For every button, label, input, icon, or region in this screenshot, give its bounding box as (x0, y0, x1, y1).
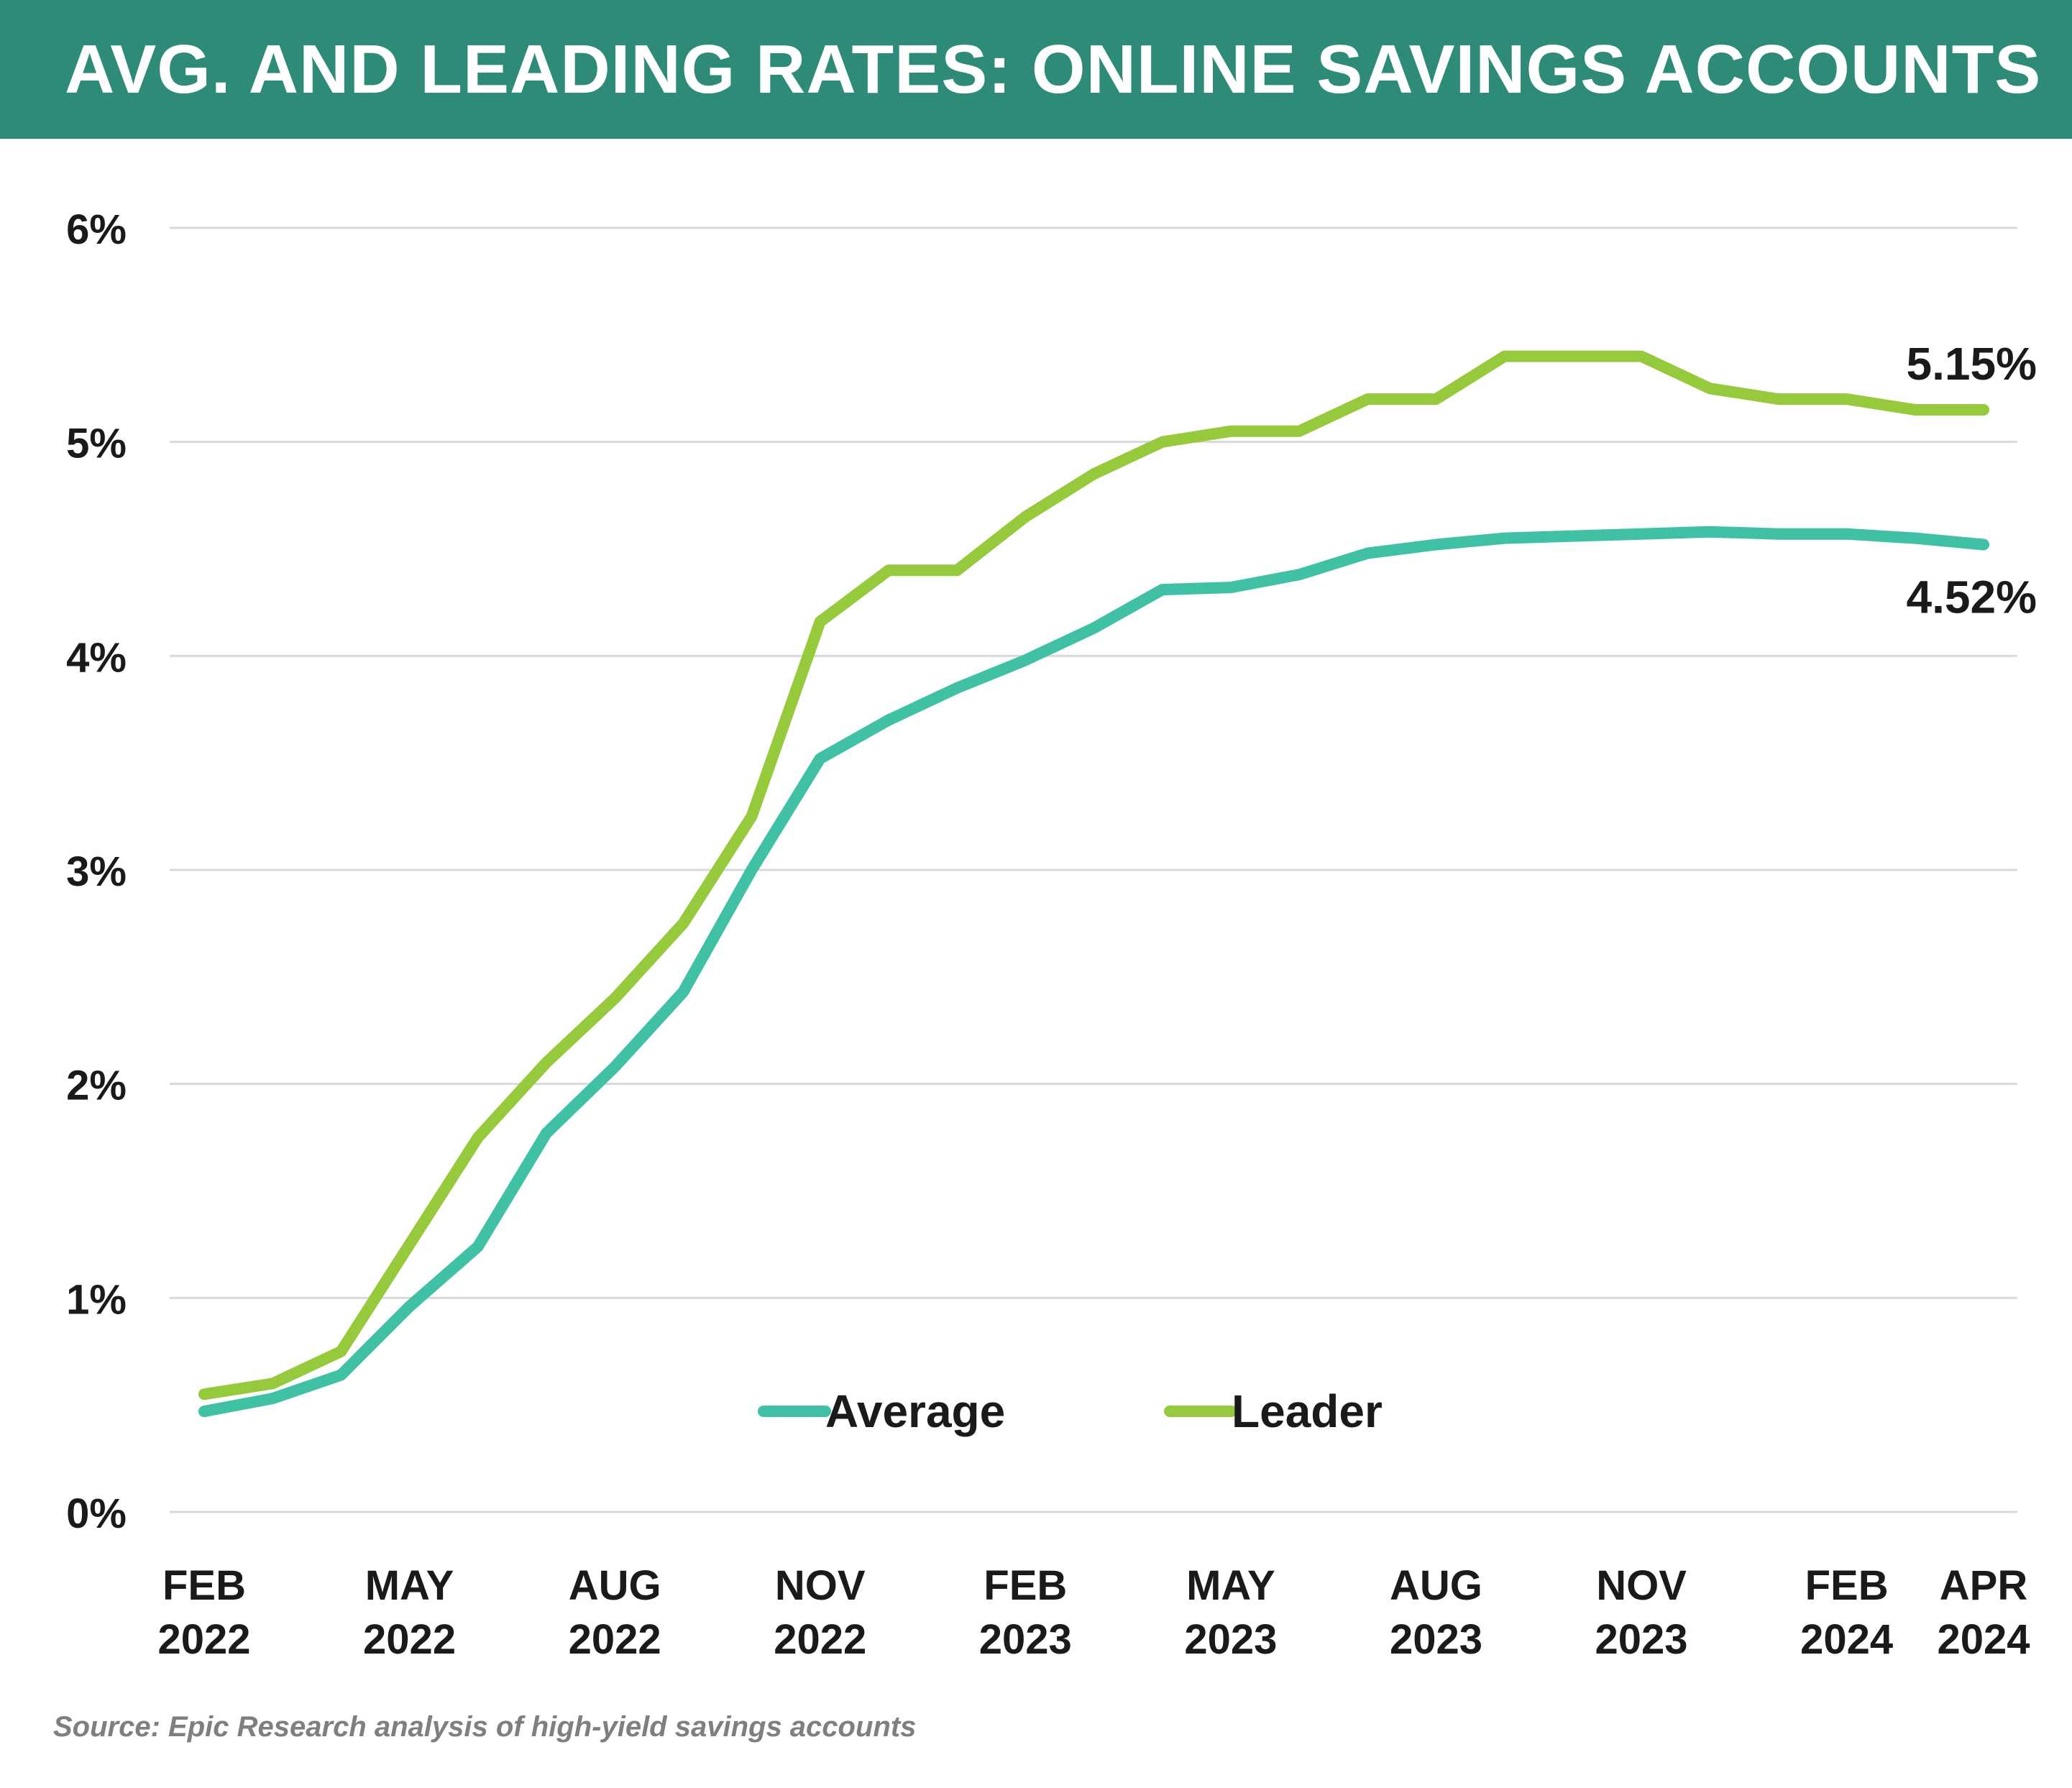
x-tick-label-year: 2023 (1184, 1616, 1277, 1663)
gridlines (170, 226, 2017, 1513)
y-tick-label: 0% (66, 1490, 127, 1537)
end-label-average: 4.52% (1907, 572, 2037, 623)
end-value-labels: 4.52% 5.15% (1907, 338, 2037, 623)
x-tick-label-month: AUG (569, 1562, 661, 1609)
y-tick-label: 1% (66, 1276, 127, 1323)
y-tick-label: 2% (66, 1063, 127, 1109)
end-label-leader: 5.15% (1907, 338, 2037, 390)
x-tick-label-month: FEB (1805, 1562, 1889, 1609)
y-tick-label: 6% (66, 206, 127, 253)
x-tick-label-month: AUG (1390, 1562, 1482, 1609)
x-tick-label-month: NOV (775, 1562, 866, 1609)
x-tick-label-month: NOV (1596, 1562, 1687, 1609)
y-tick-label: 4% (66, 634, 127, 681)
legend-label-average: Average (825, 1385, 1005, 1437)
legend: Average Leader (758, 1385, 1383, 1437)
source-note: Source: Epic Research analysis of high-y… (53, 1711, 917, 1743)
x-tick-label-year: 2024 (1800, 1616, 1893, 1663)
x-tick-label-month: FEB (162, 1562, 246, 1609)
x-tick-label-year: 2022 (569, 1616, 661, 1663)
x-tick-label-year: 2022 (363, 1616, 456, 1663)
x-tick-label-year: 2022 (774, 1616, 866, 1663)
x-tick-label-month: FEB (984, 1562, 1067, 1609)
chart-title: AVG. AND LEADING RATES: ONLINE SAVINGS A… (65, 31, 2042, 108)
x-tick-label-month: APR (1940, 1562, 2027, 1609)
y-tick-label: 3% (66, 848, 127, 895)
y-tick-label: 5% (66, 421, 127, 467)
title-banner: AVG. AND LEADING RATES: ONLINE SAVINGS A… (0, 0, 2072, 139)
x-axis-labels: FEB 2022 MAY 2022 AUG 2022 NOV 2022 FEB 2023 MAY 20… (157, 1562, 2030, 1663)
x-tick-label-month: MAY (1186, 1562, 1275, 1609)
series-line-average (198, 526, 1989, 1418)
legend-label-leader: Leader (1232, 1385, 1383, 1437)
x-tick-label-year: 2023 (1595, 1616, 1688, 1663)
x-tick-label-year: 2022 (157, 1616, 250, 1663)
series-line-leader (198, 350, 1989, 1400)
y-axis-labels: 0% 1% 2% 3% 4% 5% 6% (66, 206, 127, 1537)
series-lines (198, 350, 1989, 1418)
x-tick-label-year: 2024 (1937, 1616, 2030, 1663)
x-tick-label-year: 2023 (1390, 1616, 1482, 1663)
x-tick-label-month: MAY (365, 1562, 454, 1609)
x-tick-label-year: 2023 (979, 1616, 1072, 1663)
